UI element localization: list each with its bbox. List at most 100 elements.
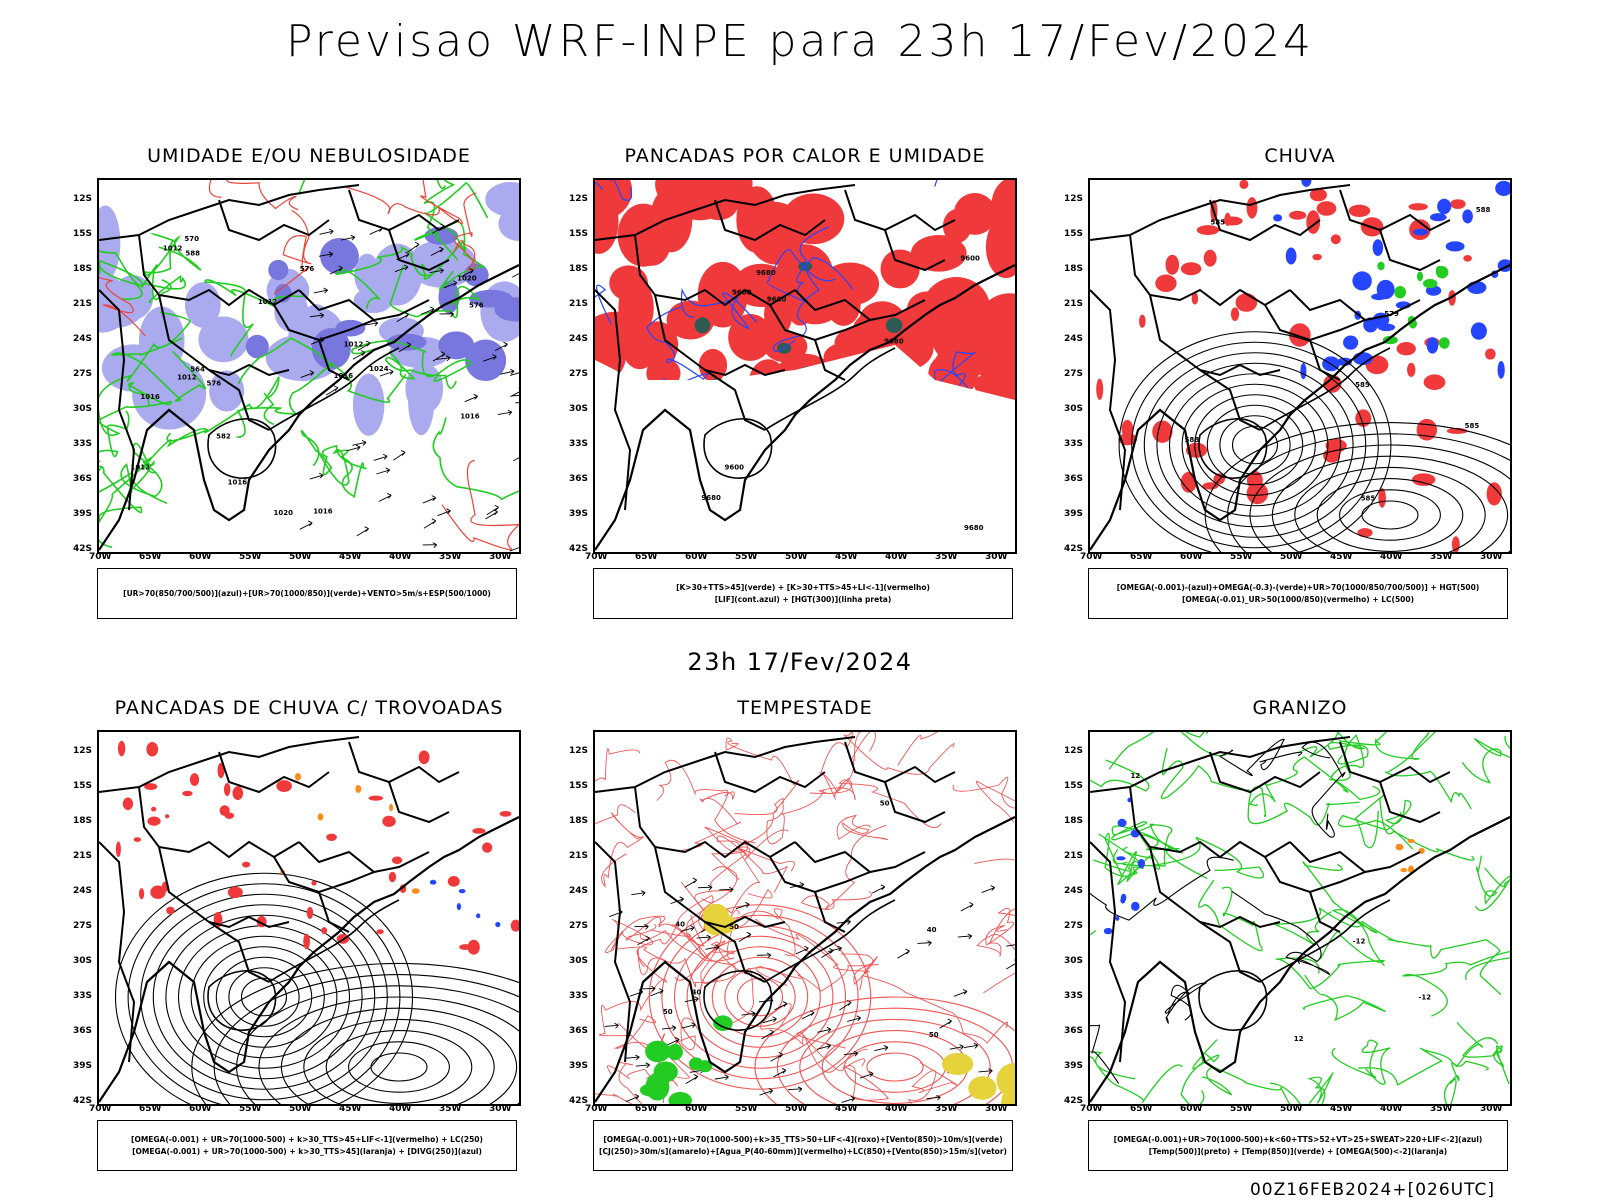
latitude-label: 24S (1064, 886, 1084, 896)
latitude-label: 21S (569, 299, 589, 309)
political-border (814, 891, 846, 933)
wind-arrow (634, 924, 649, 930)
longitude-label: 70W (585, 552, 608, 562)
political-border (654, 294, 786, 377)
thunderstorm-orange-field (280, 772, 420, 894)
contour-label: 12 (1294, 1035, 1304, 1043)
longitude-label: 65W (635, 1104, 658, 1114)
contour-label: 588 (1476, 206, 1491, 214)
political-border (595, 289, 632, 511)
wind-arrow (917, 940, 932, 946)
wind-arrow (483, 354, 497, 362)
latitude-label: 15S (569, 781, 589, 791)
wind-arrow (309, 472, 324, 480)
omega-blue-field (1273, 180, 1510, 380)
political-border (844, 189, 956, 232)
latitude-label: 24S (569, 334, 589, 344)
wind-arrow (318, 251, 334, 258)
latitude-label: 18S (1064, 264, 1084, 274)
political-border (348, 741, 460, 784)
panel-title: CHUVA (1264, 145, 1336, 167)
wind-arrow (430, 246, 444, 256)
political-border (884, 781, 946, 824)
contour-label: 9680 (964, 524, 984, 532)
forecast-map: 1012 1012 1012 1016 1020 1016 1012 1016 1016 1012… (97, 178, 521, 554)
wind-arrow (352, 350, 366, 360)
wind-arrow (443, 280, 458, 289)
panel-title: UMIDADE E/OU NEBULOSIDADE (147, 145, 471, 167)
coastline (1090, 816, 1510, 1103)
contour-label: 1012 (344, 341, 364, 349)
contour-label: 570 (184, 235, 199, 243)
longitude-label: 55W (735, 552, 758, 562)
political-border (714, 199, 826, 242)
contour-label: 1020 (457, 274, 477, 282)
latitude-label: 21S (1064, 851, 1084, 861)
latitude-label: 42S (1064, 544, 1084, 554)
longitude-label: 40W (885, 1104, 908, 1114)
contour-line (703, 970, 773, 1031)
longitude-label: 40W (389, 1104, 412, 1114)
legend-line: [UR>70(850/700/500)](azul)+[UR>70(1000/8… (123, 588, 491, 598)
wind-arrow (329, 265, 343, 275)
wind-arrow (313, 287, 328, 294)
wind-arrow (661, 1025, 677, 1031)
latitude-label: 36S (73, 1026, 93, 1036)
latitude-label: 27S (73, 921, 93, 931)
political-border (1090, 736, 1351, 793)
latitude-label: 12S (1064, 746, 1084, 756)
panel-legend: [UR>70(850/700/500)](azul)+[UR>70(1000/8… (97, 568, 517, 619)
longitude-label: 45W (339, 552, 362, 562)
contour-line (1198, 418, 1268, 479)
longitude-label: 60W (685, 1104, 708, 1114)
wind-arrow (978, 1068, 993, 1074)
wind-arrow (957, 933, 973, 940)
wind-arrow (816, 1043, 831, 1050)
contour-label: 9600 (960, 254, 980, 262)
longitude-label: 30W (489, 1104, 512, 1114)
wind-arrow (770, 1051, 784, 1062)
wind-arrow (795, 945, 809, 955)
political-border (99, 736, 360, 793)
wind-arrow (635, 1062, 650, 1069)
contour-label: 582 (216, 432, 231, 440)
contour-label: 9680 (732, 288, 752, 296)
wind-arrow (960, 901, 974, 912)
contour-line (207, 418, 277, 479)
wind-arrow (494, 341, 508, 352)
wind-arrow (719, 886, 734, 893)
legend-line: [K>30+TTS>45](verde) + [K>30+TTS>45+LI<-… (676, 582, 930, 592)
streamlines (1118, 331, 1510, 552)
political-border (138, 786, 300, 859)
political-border (794, 841, 926, 874)
forecast-map: 9680 9680 9680 9600 9680 9600 9600 9680 (593, 178, 1017, 554)
forecast-map (97, 730, 521, 1106)
political-border (1289, 841, 1421, 874)
wind-850-green-field (639, 1015, 733, 1104)
political-border (1339, 189, 1451, 232)
wind-arrow (817, 1026, 832, 1033)
latitude-label: 24S (73, 334, 93, 344)
wind-arrow (735, 901, 750, 910)
political-border (1090, 184, 1351, 241)
wind-arrow (949, 1044, 964, 1050)
latitude-label: 21S (569, 851, 589, 861)
map-canvas (99, 736, 519, 1104)
legend-line: [OMEGA(-0.001) + UR>70(1000-500) + k>30_… (131, 1134, 483, 1144)
panel-title: GRANIZO (1252, 697, 1348, 719)
contour-label: 576 (469, 302, 484, 310)
wind-arrow (637, 935, 650, 946)
political-border (634, 786, 796, 859)
longitude-label: 60W (685, 552, 708, 562)
contour-label: 564 (190, 366, 205, 374)
latitude-label: 39S (569, 509, 589, 519)
map-canvas: 1012 1012 1012 1016 1020 1016 1012 1016 1016 1012… (99, 180, 519, 552)
contour-label: 1016 (334, 372, 354, 380)
wind-arrow (358, 340, 371, 351)
longitude-label: 60W (1180, 1104, 1203, 1114)
wind-arrow (964, 1042, 979, 1049)
political-border (1090, 289, 1127, 511)
political-border (634, 234, 796, 307)
wind-arrow (439, 311, 454, 318)
main-title: Previsao WRF-INPE para 23h 17/Fev/2024 (286, 16, 1314, 67)
